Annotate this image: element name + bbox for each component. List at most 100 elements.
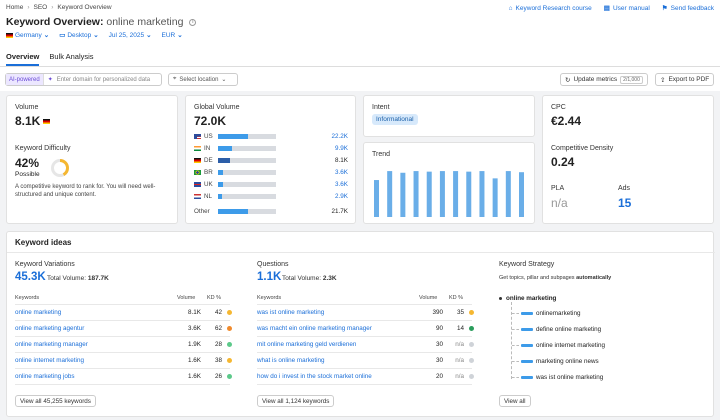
col-header-keywords: Keywords [15,295,40,301]
update-count-badge: 2/1,000 [620,75,643,84]
tab-overview[interactable]: Overview [6,52,40,66]
keyword-link[interactable]: online internet marketing [15,357,84,364]
volume-share-bar [218,146,232,151]
keyword-link[interactable]: online marketing jobs [15,373,75,380]
view-all-strategy-button[interactable]: View all [499,395,531,407]
trend-bar [439,171,445,217]
difficulty-value: 42% [15,156,40,170]
strategy-subtopic[interactable]: marketing online news [512,358,599,365]
kd-cell: n/a [455,341,464,348]
trend-bar [413,171,419,217]
chevron-down-icon: ⌄ [146,32,152,39]
export-icon: ⇪ [660,76,666,84]
trend-bar [466,171,472,217]
table-row: was ist online marketing 390 35 [257,309,474,316]
strategy-label: Keyword Strategy [499,261,555,268]
update-metrics-button[interactable]: ↻ Update metrics 2/1,000 [560,73,648,86]
breadcrumb-home[interactable]: Home [6,4,24,11]
volume-label: Volume [15,104,39,111]
chevron-down-icon: ⌄ [43,32,50,39]
strategy-root[interactable]: online marketing [499,295,556,302]
trend-bar [374,180,379,217]
strategy-subtopic[interactable]: onlinemarketing [512,310,580,317]
strategy-subtopic[interactable]: define online marketing [512,326,601,333]
tree-branch [512,377,519,378]
trend-bar [505,171,511,217]
trend-bar [492,178,498,217]
feedback-link[interactable]: ⚑ Send feedback [661,4,714,13]
cpc-value: €2.44 [551,114,582,128]
variations-count[interactable]: 45.3K [15,271,46,283]
kd-cell: n/a [455,357,464,364]
keyword-link[interactable]: online marketing agentur [15,325,85,332]
tree-branch [512,313,519,314]
questions-label: Questions [257,261,289,268]
keyword-link[interactable]: how do i invest in the stock market onli… [257,373,372,380]
keyword-link[interactable]: was macht ein online marketing manager [257,325,372,332]
device-select[interactable]: ▭ Desktop ⌄ [59,31,99,40]
keyword-ideas-title: Keyword ideas [15,238,72,247]
info-icon[interactable]: i [189,18,197,26]
keyword-link[interactable]: what is online marketing [257,357,325,364]
tree-branch [512,361,519,362]
keyword-link[interactable]: was ist online marketing [257,309,325,316]
country-select[interactable]: Germany ⌄ [6,31,49,39]
india-flag-icon [194,146,201,151]
keyword-link[interactable]: online marketing [15,309,62,316]
location-select[interactable]: ⌖ Select location ⌄ [168,73,238,86]
strategy-subtopic[interactable]: online internet marketing [512,342,605,349]
currency-select[interactable]: EUR ⌄ [161,31,183,40]
keyword-link[interactable]: online marketing manager [15,341,88,348]
date-select[interactable]: Jul 25, 2025 ⌄ [108,31,152,40]
intent-label: Intent [372,104,390,111]
divider [0,66,720,67]
volume-cell: 30 [435,341,443,348]
uk-flag-icon [194,182,201,187]
update-metrics-label: Update metrics [573,76,618,83]
row-divider [15,336,230,337]
row-divider [15,320,230,321]
keyword-link[interactable]: mit online marketing geld verdienen [257,341,357,348]
global-volume-row: NL 2.9K [194,193,348,200]
kd-cell: 38 [214,357,222,364]
volume-cell: 390 [432,309,443,316]
cpc-label: CPC [551,104,566,111]
global-volume-row: IN 9.9K [194,145,348,152]
breadcrumb-seo[interactable]: SEO [33,4,48,11]
questions-count[interactable]: 1.1K [257,271,282,283]
view-all-variations-button[interactable]: View all 45,255 keywords [15,395,96,407]
row-divider [257,320,472,321]
feedback-icon: ⚑ [661,5,668,12]
volume-cell: 1.6K [188,357,201,364]
chevron-down-icon: ⌄ [177,32,183,39]
page-header: Home › SEO › Keyword Overview ⌂ Keyword R… [0,0,720,66]
export-pdf-button[interactable]: ⇪ Export to PDF [655,73,714,86]
competitive-density-label: Competitive Density [551,145,614,152]
view-all-questions-button[interactable]: View all 1,124 keywords [257,395,335,407]
kd-cell: 42 [214,309,222,316]
bar-icon [521,312,533,315]
course-link[interactable]: ⌂ Keyword Research course [508,4,592,12]
ads-value[interactable]: 15 [618,196,632,210]
netherlands-flag-icon [194,194,201,199]
kd-cell: 14 [456,325,464,332]
volume-share-bar [218,134,249,139]
pla-value: n/a [551,196,568,210]
manual-link[interactable]: ▤ User manual [603,4,650,13]
kd-dot-icon [227,326,232,331]
trend-bar [453,171,459,217]
germany-flag-icon [6,32,13,38]
domain-input[interactable]: Enter domain for personalized data [56,76,151,83]
col-header-volume: Volume [419,295,438,301]
volume-cell: 1.6K [188,373,201,380]
strategy-subtopic[interactable]: was ist online marketing [512,374,603,381]
bullet-icon [499,297,502,300]
global-volume-row: US 22.2K [194,133,348,140]
tab-bulk-analysis[interactable]: Bulk Analysis [49,52,94,61]
table-row: was macht ein online marketing manager 90… [257,325,474,332]
questions-total: Total Volume: 2.3K [282,275,337,282]
strategy-subtitle: Get topics, pillar and subpages automati… [499,275,612,281]
difficulty-label: Keyword Difficulty [15,145,71,152]
sparkle-icon: ✦ [47,77,53,83]
table-row: online internet marketing 1.6K 38 [15,357,232,364]
